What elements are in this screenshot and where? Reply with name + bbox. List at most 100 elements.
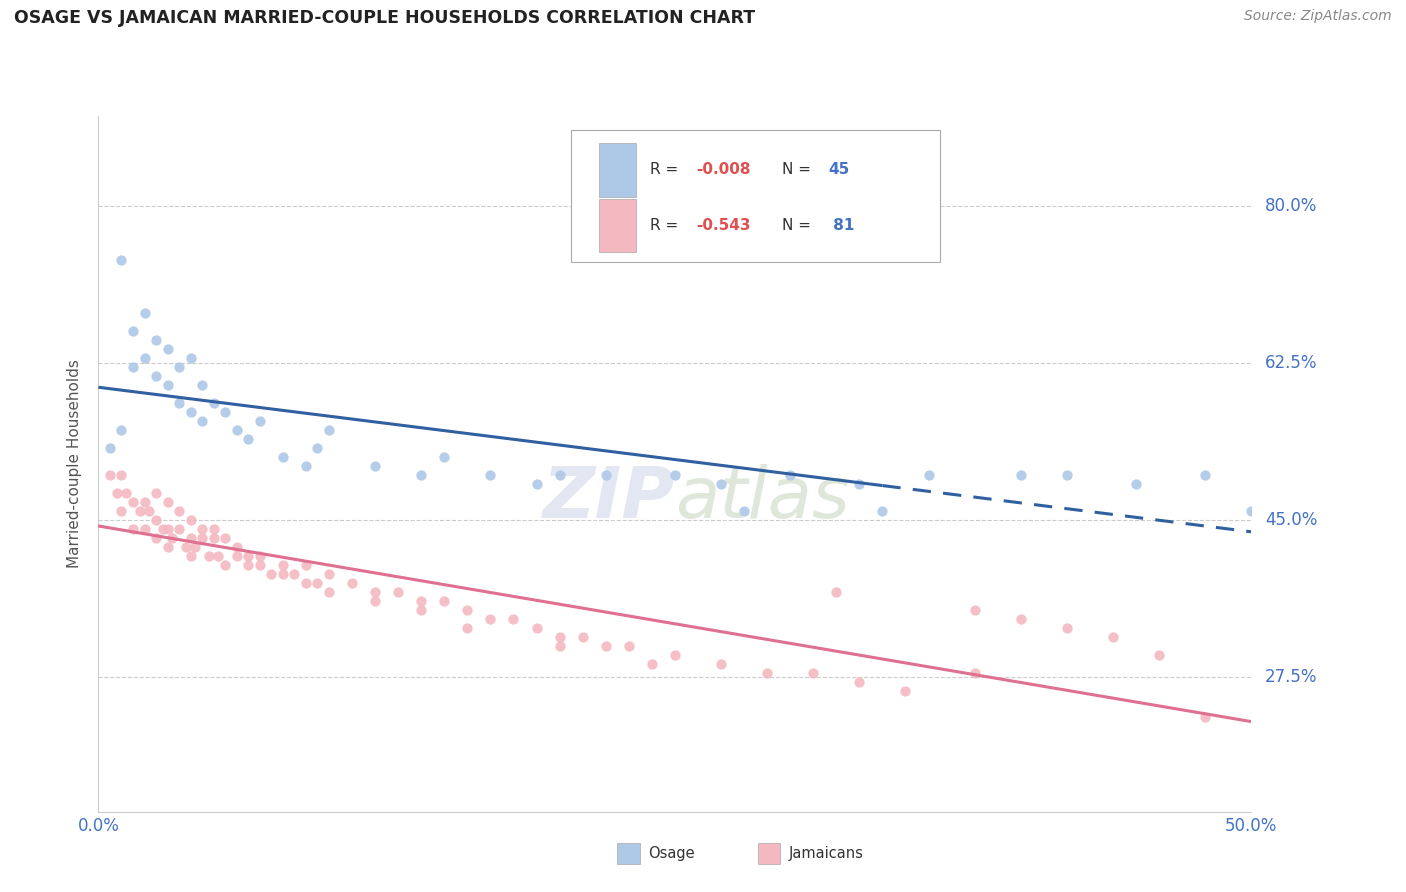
Point [307,441,329,455]
Point [801,665,824,680]
Point [1056,468,1078,483]
Point [271,450,294,464]
Point [202,522,225,536]
Point [191,378,214,392]
Text: 45.0%: 45.0% [1265,511,1317,529]
Point [848,477,870,491]
Point [433,450,456,464]
Point [526,477,548,491]
Point [156,540,179,554]
Point [340,575,363,590]
Point [872,504,894,518]
Point [145,369,167,384]
FancyBboxPatch shape [599,143,636,197]
FancyBboxPatch shape [571,130,941,262]
Point [156,378,179,392]
Point [364,593,387,607]
Point [98,441,121,455]
Point [152,522,174,536]
Point [184,540,207,554]
Point [167,504,190,518]
Text: 80.0%: 80.0% [1265,197,1317,215]
Point [122,360,145,375]
Point [115,486,138,500]
Text: 45: 45 [828,162,849,178]
Point [156,522,179,536]
Point [1194,468,1216,483]
Point [1147,648,1170,662]
Point [156,343,179,357]
Point [710,477,733,491]
Point [180,549,202,563]
Text: Source: ZipAtlas.com: Source: ZipAtlas.com [1244,9,1392,23]
Point [122,325,145,339]
Text: OSAGE VS JAMAICAN MARRIED-COUPLE HOUSEHOLDS CORRELATION CHART: OSAGE VS JAMAICAN MARRIED-COUPLE HOUSEHO… [14,9,755,27]
Point [98,468,121,483]
Text: R =: R = [650,162,683,178]
Text: R =: R = [650,218,683,233]
Text: N =: N = [782,162,815,178]
Point [479,612,502,626]
Text: 27.5%: 27.5% [1265,668,1317,686]
Point [167,396,190,410]
Point [1010,612,1032,626]
Point [963,665,986,680]
Point [411,468,433,483]
Point [917,468,939,483]
Point [479,468,502,483]
Point [156,495,179,509]
Point [548,468,571,483]
Point [160,531,183,545]
FancyBboxPatch shape [599,199,636,252]
Point [283,566,305,581]
Point [1240,504,1263,518]
Point [180,351,202,366]
Point [364,459,387,474]
Point [145,334,167,348]
Point [733,504,755,518]
Point [1194,710,1216,724]
Point [641,657,664,671]
Point [456,621,478,635]
Text: N =: N = [782,218,815,233]
Point [295,575,318,590]
Point [138,504,160,518]
Point [1056,621,1078,635]
Point [110,504,132,518]
Point [502,612,524,626]
Point [214,531,236,545]
Point [180,513,202,527]
Y-axis label: Married-couple Households: Married-couple Households [67,359,83,568]
Point [779,468,801,483]
Point [307,575,329,590]
Point [249,558,271,572]
Text: 62.5%: 62.5% [1265,354,1317,372]
Text: -0.543: -0.543 [696,218,751,233]
Point [134,306,156,320]
Text: 81: 81 [828,218,855,233]
Point [526,621,548,635]
Point [249,549,271,563]
Point [411,593,433,607]
Point [364,584,387,599]
Point [848,674,870,689]
Point [145,486,167,500]
Point [122,495,145,509]
Point [295,459,318,474]
Point [595,468,617,483]
Point [202,396,225,410]
Point [225,423,247,437]
Point [134,522,156,536]
Point [548,639,571,653]
Point [134,495,156,509]
Point [756,665,779,680]
Point [110,423,132,437]
Point [664,468,686,483]
Point [191,414,214,428]
Point [174,540,197,554]
Point [318,423,340,437]
Point [295,558,318,572]
Point [249,414,271,428]
Point [260,566,283,581]
Point [617,639,640,653]
